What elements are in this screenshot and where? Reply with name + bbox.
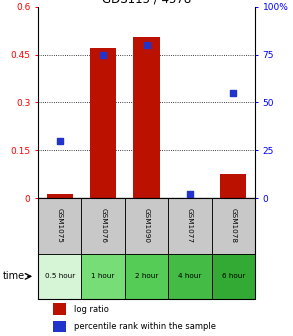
Text: GSM1075: GSM1075 [57, 208, 63, 244]
Text: time: time [3, 271, 25, 281]
Bar [53, 303, 66, 314]
Point [57, 138, 62, 143]
Bar [168, 254, 212, 299]
Text: 6 hour: 6 hour [222, 274, 245, 279]
Text: GSM1078: GSM1078 [230, 208, 236, 244]
Bar [90, 48, 116, 198]
Text: GSM1090: GSM1090 [144, 208, 149, 244]
Bar [38, 198, 255, 299]
Text: GSM1077: GSM1077 [187, 208, 193, 244]
Bar [168, 198, 212, 254]
Text: percentile rank within the sample: percentile rank within the sample [74, 322, 217, 331]
Bar [81, 254, 125, 299]
Point [101, 52, 105, 57]
Text: log ratio: log ratio [74, 304, 109, 313]
Text: 4 hour: 4 hour [178, 274, 202, 279]
Point [188, 192, 192, 197]
Bar [47, 195, 73, 198]
Point [144, 42, 149, 48]
Bar [125, 198, 168, 254]
Title: GDS115 / 4578: GDS115 / 4578 [102, 0, 191, 6]
Bar [212, 254, 255, 299]
Text: GSM1076: GSM1076 [100, 208, 106, 244]
Bar [53, 321, 66, 332]
Bar [220, 174, 246, 198]
Text: 1 hour: 1 hour [91, 274, 115, 279]
Text: 2 hour: 2 hour [135, 274, 158, 279]
Point [231, 90, 236, 96]
Bar [38, 254, 81, 299]
Bar [125, 254, 168, 299]
Text: 0.5 hour: 0.5 hour [45, 274, 75, 279]
Bar [81, 198, 125, 254]
Bar [212, 198, 255, 254]
Bar [38, 198, 81, 254]
Bar [134, 37, 159, 198]
